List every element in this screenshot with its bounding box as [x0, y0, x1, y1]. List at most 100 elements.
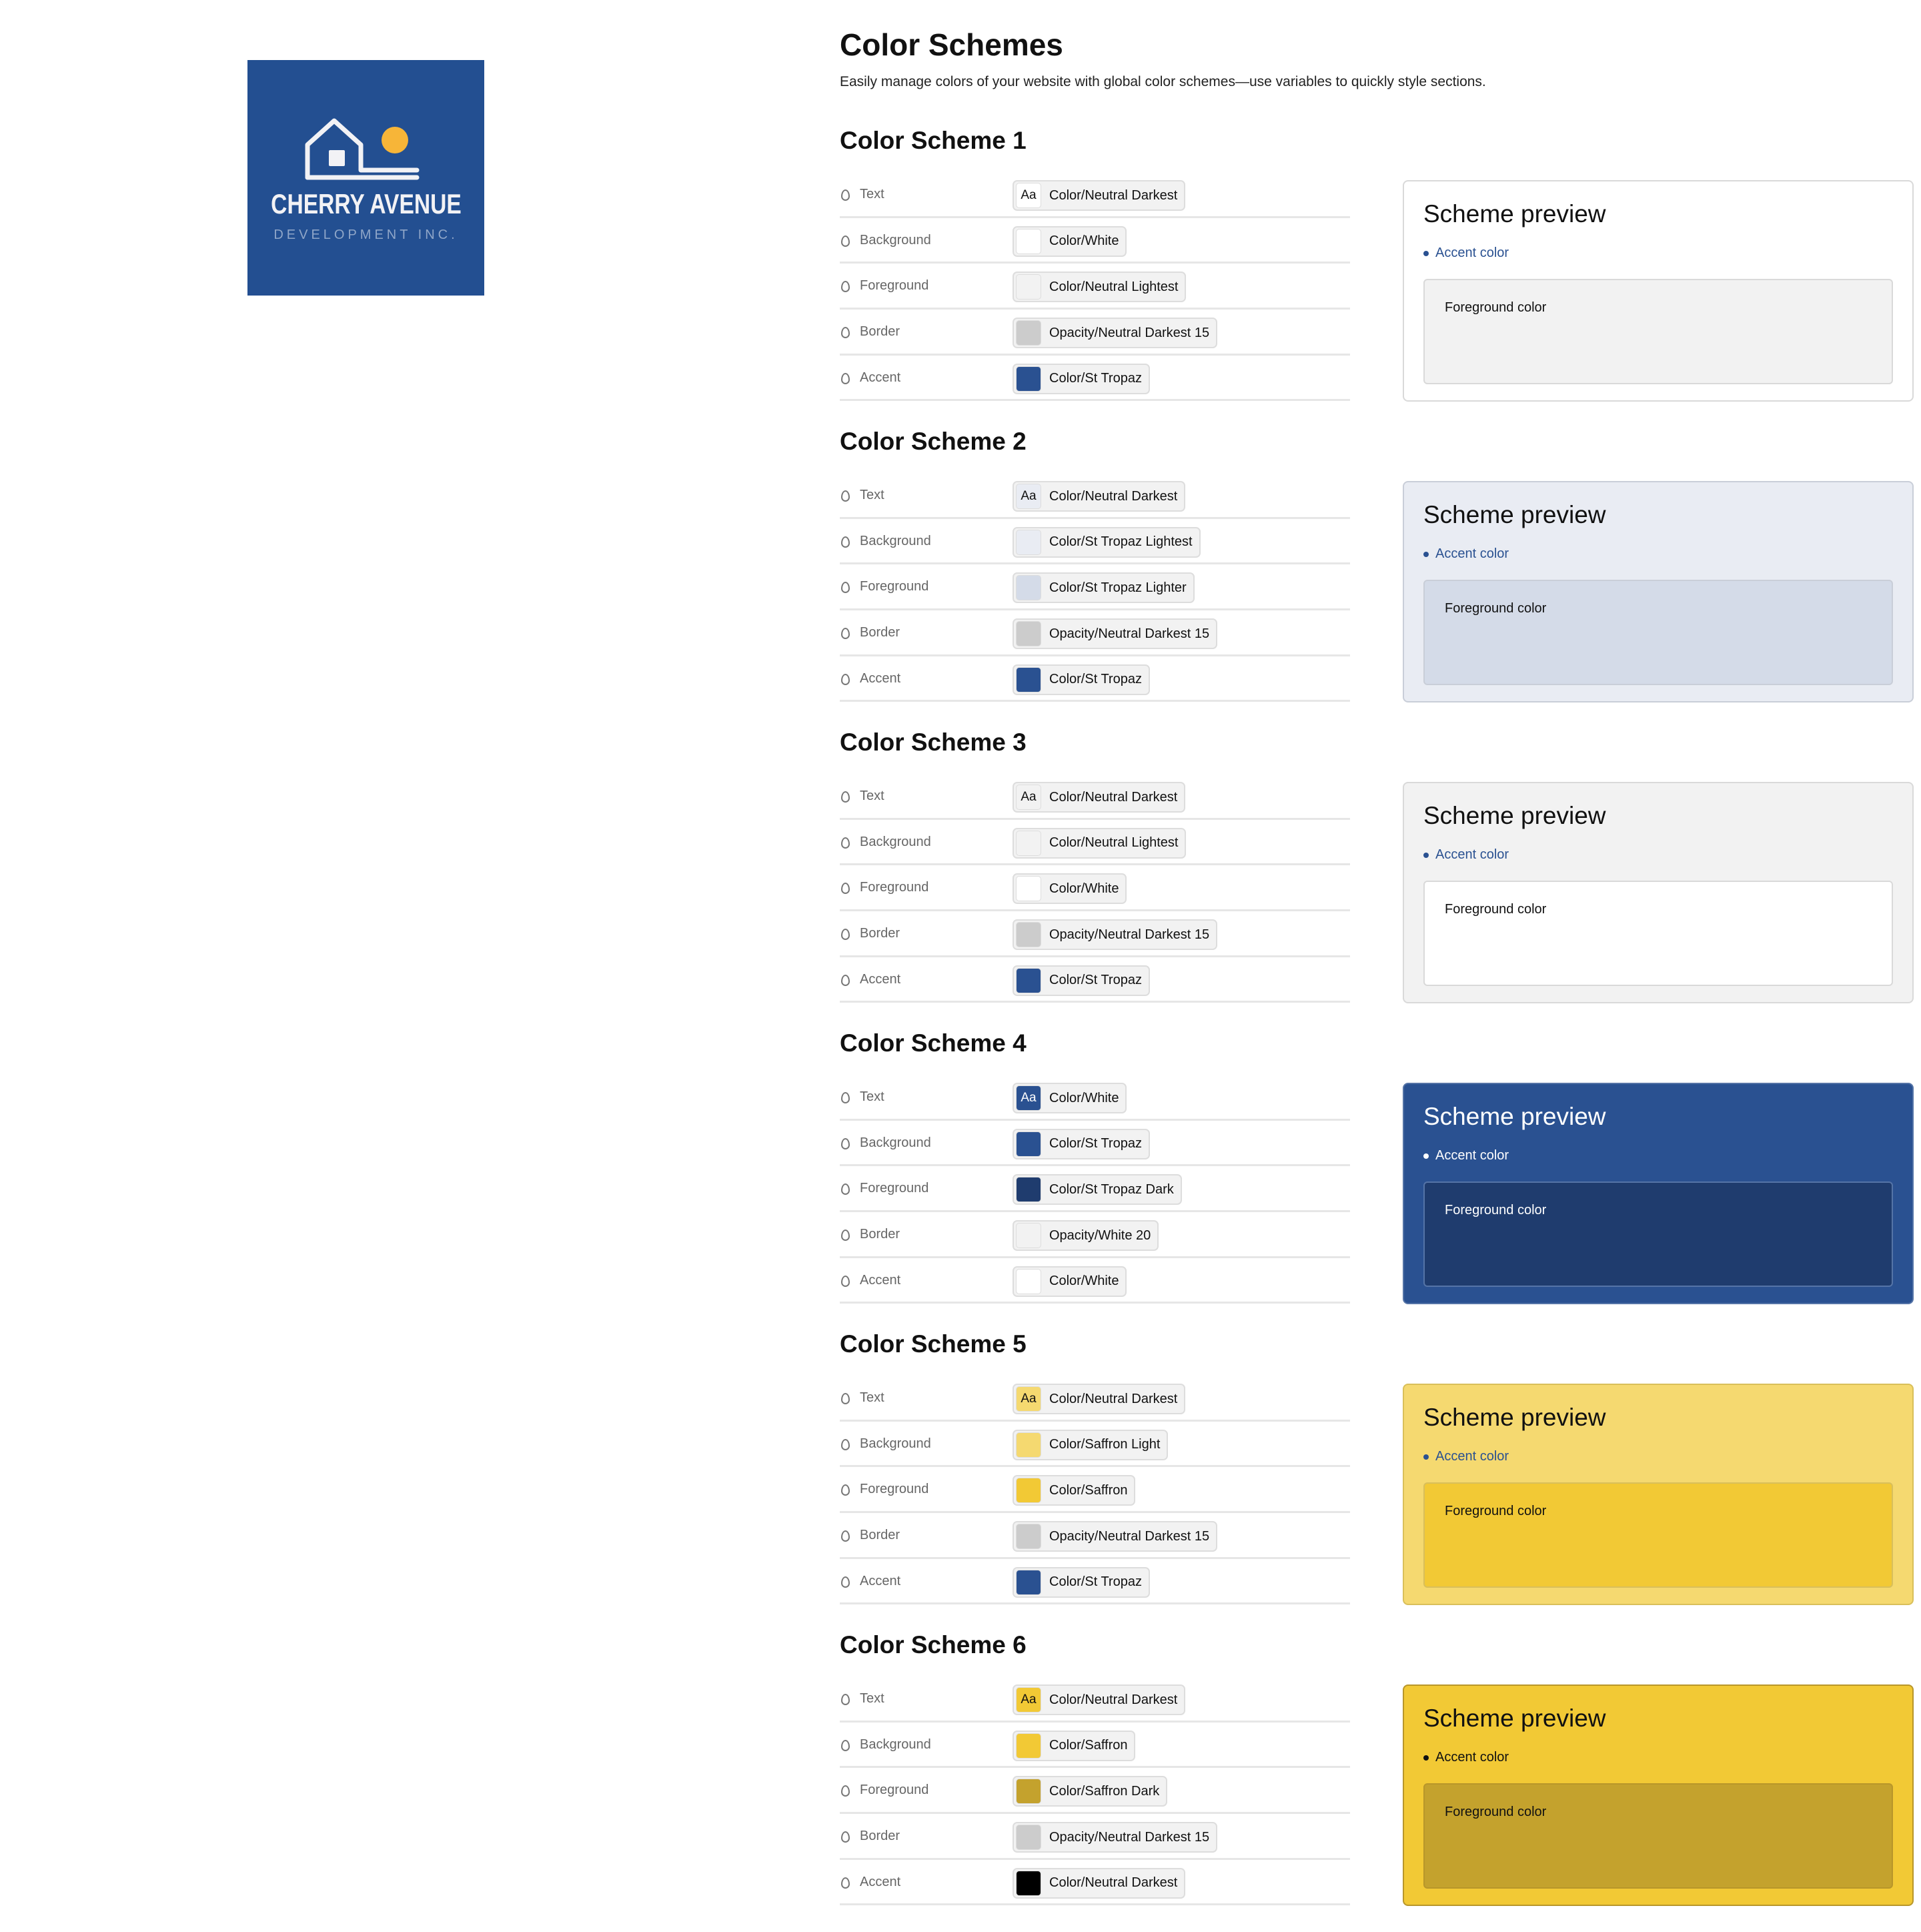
color-variable-selector[interactable]: Aa Color/Neutral Darkest: [1013, 782, 1186, 813]
scheme-row-background: Background Color/Saffron: [840, 1723, 1350, 1769]
color-variable-name: Color/Neutral Lightest: [1049, 279, 1179, 294]
color-variable-selector[interactable]: Aa Color/Neutral Darkest: [1013, 1684, 1186, 1715]
color-swatch: [1016, 967, 1041, 993]
color-variable-name: Color/Neutral Darkest: [1049, 488, 1178, 504]
accent-label: Accent color: [1435, 546, 1509, 561]
scheme-rows: Text Aa Color/Neutral Darkest Background…: [840, 1376, 1350, 1605]
color-variable-name: Color/St Tropaz: [1049, 973, 1142, 988]
color-variable-selector[interactable]: Color/St Tropaz Lighter: [1013, 572, 1195, 604]
color-variable-selector[interactable]: Color/Neutral Lightest: [1013, 827, 1187, 859]
accent-label: Accent color: [1435, 1148, 1509, 1163]
color-variable-selector[interactable]: Opacity/Neutral Darkest 15: [1013, 919, 1218, 951]
color-variable-selector[interactable]: Opacity/White 20: [1013, 1220, 1159, 1252]
preview-title: Scheme preview: [1423, 1103, 1606, 1130]
color-variable-selector[interactable]: Color/St Tropaz: [1013, 1566, 1150, 1598]
color-variable-name: Color/St Tropaz Lighter: [1049, 580, 1187, 595]
color-variable-selector[interactable]: Opacity/Neutral Darkest 15: [1013, 318, 1218, 349]
color-variable-selector[interactable]: Color/Neutral Darkest: [1013, 1867, 1186, 1899]
row-label: Background: [860, 834, 931, 849]
row-label: Accent: [860, 971, 901, 987]
preview-foreground: Foreground color: [1423, 580, 1893, 685]
preview-accent: Accent color: [1423, 1750, 1509, 1765]
scheme-row-accent: Accent Color/St Tropaz: [840, 957, 1350, 1003]
row-label: Border: [860, 1528, 900, 1543]
color-variable-selector[interactable]: Color/St Tropaz Dark: [1013, 1174, 1182, 1205]
color-variable-name: Color/St Tropaz: [1049, 1574, 1142, 1590]
color-scheme-1: Color Scheme 1 Text Aa Color/Neutral Dar…: [840, 127, 1914, 428]
color-variable-name: Color/St Tropaz Lightest: [1049, 534, 1193, 550]
color-variable-selector[interactable]: Color/Saffron Light: [1013, 1429, 1169, 1460]
color-swatch: Aa: [1016, 785, 1041, 810]
droplet-icon: [841, 974, 850, 986]
color-variable-name: Opacity/Neutral Darkest 15: [1049, 1829, 1210, 1845]
scheme-row-background: Background Color/Saffron Light: [840, 1422, 1350, 1468]
scheme-row-accent: Accent Color/St Tropaz: [840, 356, 1350, 402]
color-swatch: [1016, 621, 1041, 647]
color-variable-name: Color/White: [1049, 881, 1119, 896]
row-label: Background: [860, 1135, 931, 1150]
bullet-icon: [1423, 551, 1429, 557]
color-variable-selector[interactable]: Color/Saffron Dark: [1013, 1776, 1168, 1807]
droplet-icon: [841, 1183, 850, 1195]
droplet-icon: [841, 1530, 850, 1542]
color-variable-name: Color/Saffron Light: [1049, 1437, 1161, 1452]
color-variable-selector[interactable]: Aa Color/Neutral Darkest: [1013, 1384, 1186, 1414]
color-variable-selector[interactable]: Opacity/Neutral Darkest 15: [1013, 1822, 1218, 1853]
logo-tagline: DEVELOPMENT INC.: [273, 227, 458, 242]
color-variable-selector[interactable]: Color/St Tropaz: [1013, 965, 1150, 996]
scheme-row-accent: Accent Color/White: [840, 1258, 1350, 1304]
accent-label: Accent color: [1435, 1449, 1509, 1464]
scheme-row-background: Background Color/St Tropaz Lightest: [840, 519, 1350, 565]
color-variable-selector[interactable]: Aa Color/Neutral Darkest: [1013, 180, 1186, 211]
row-label: Foreground: [860, 1482, 929, 1497]
scheme-row-border: Border Opacity/Neutral Darkest 15: [840, 911, 1350, 957]
preview-accent: Accent color: [1423, 1449, 1509, 1464]
scheme-row-border: Border Opacity/Neutral Darkest 15: [840, 1814, 1350, 1860]
color-variable-selector[interactable]: Color/White: [1013, 1266, 1127, 1297]
color-variable-selector[interactable]: Aa Color/Neutral Darkest: [1013, 481, 1186, 512]
preview-title: Scheme preview: [1423, 501, 1606, 528]
color-swatch: Aa: [1016, 1687, 1041, 1713]
scheme-row-text: Text Aa Color/Neutral Darkest: [840, 172, 1350, 218]
droplet-icon: [841, 490, 850, 502]
preview-accent: Accent color: [1423, 1148, 1509, 1163]
scheme-heading: Color Scheme 1: [840, 127, 1027, 154]
house-sun-icon: [305, 118, 420, 180]
color-variable-name: Color/White: [1049, 1274, 1119, 1289]
color-variable-selector[interactable]: Color/Saffron: [1013, 1475, 1136, 1506]
color-variable-name: Color/White: [1049, 1090, 1119, 1105]
preview-title: Scheme preview: [1423, 1404, 1606, 1431]
row-label: Border: [860, 625, 900, 640]
row-label: Border: [860, 1829, 900, 1844]
color-variable-selector[interactable]: Color/St Tropaz: [1013, 363, 1150, 394]
color-variable-name: Color/St Tropaz: [1049, 371, 1142, 386]
row-label: Background: [860, 232, 931, 248]
color-variable-selector[interactable]: Color/Saffron: [1013, 1730, 1136, 1761]
scheme-row-border: Border Opacity/Neutral Darkest 15: [840, 610, 1350, 656]
color-variable-selector[interactable]: Color/White: [1013, 225, 1127, 257]
color-variable-selector[interactable]: Opacity/Neutral Darkest 15: [1013, 618, 1218, 650]
color-variable-name: Color/Saffron: [1049, 1482, 1128, 1498]
scheme-preview: Scheme preview Accent color Foreground c…: [1403, 1684, 1914, 1906]
color-variable-selector[interactable]: Color/Neutral Lightest: [1013, 272, 1187, 303]
preview-foreground: Foreground color: [1423, 279, 1893, 384]
color-variable-selector[interactable]: Opacity/Neutral Darkest 15: [1013, 1521, 1218, 1552]
scheme-row-text: Text Aa Color/Neutral Darkest: [840, 473, 1350, 519]
droplet-icon: [841, 1438, 850, 1450]
color-variable-selector[interactable]: Aa Color/White: [1013, 1083, 1127, 1113]
color-variable-selector[interactable]: Color/St Tropaz: [1013, 664, 1150, 695]
color-variable-selector[interactable]: Color/St Tropaz: [1013, 1128, 1150, 1159]
color-swatch: Aa: [1016, 1386, 1041, 1412]
color-swatch: Aa: [1016, 183, 1041, 208]
row-label: Text: [860, 1691, 884, 1706]
scheme-rows: Text Aa Color/Neutral Darkest Background…: [840, 1676, 1350, 1906]
scheme-row-foreground: Foreground Color/Saffron: [840, 1467, 1350, 1514]
scheme-rows: Text Aa Color/White Background Color/St …: [840, 1075, 1350, 1304]
scheme-preview: Scheme preview Accent color Foreground c…: [1403, 1083, 1914, 1304]
color-variable-selector[interactable]: Color/St Tropaz Lightest: [1013, 526, 1201, 558]
preview-title: Scheme preview: [1423, 200, 1606, 227]
color-variable-name: Color/Neutral Lightest: [1049, 835, 1179, 851]
preview-accent: Accent color: [1423, 246, 1509, 261]
color-variable-selector[interactable]: Color/White: [1013, 873, 1127, 905]
scheme-preview: Scheme preview Accent color Foreground c…: [1403, 782, 1914, 1003]
